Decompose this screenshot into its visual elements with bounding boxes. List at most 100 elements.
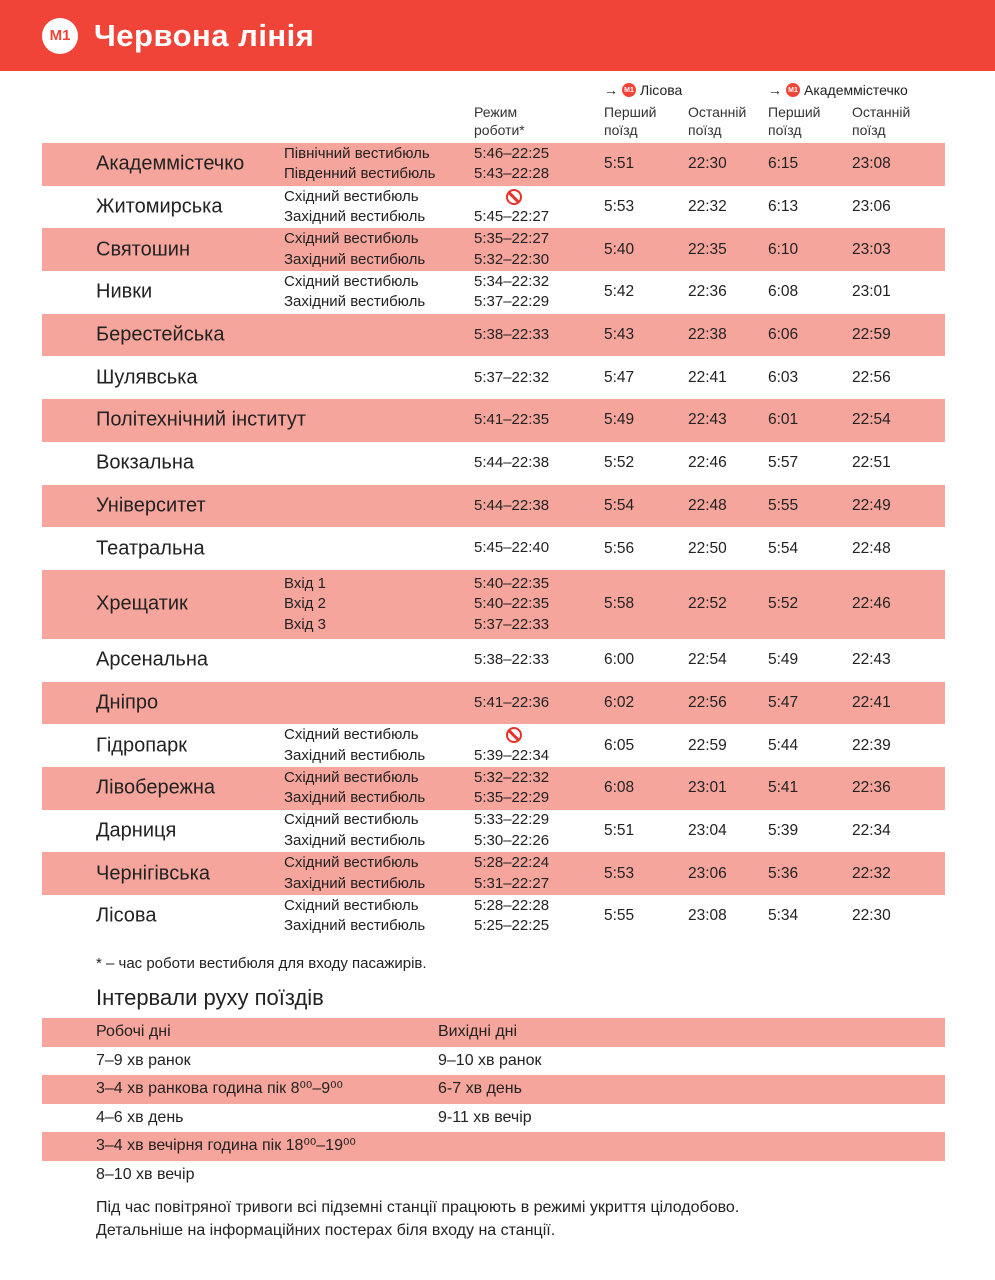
station-name: Берестейська xyxy=(96,323,225,346)
direction-akademmistechko: → M1 Академмістечко xyxy=(768,82,908,98)
weekday-interval: Робочі дні xyxy=(96,1023,171,1040)
table-row: Університет 5:44–22:38 5:54 22:48 5:55 22:49 xyxy=(42,484,945,528)
last-train-lisova: 22:50 xyxy=(688,539,727,557)
first-train-lisova: 5:55 xyxy=(604,907,635,925)
station-name: Лівобережна xyxy=(96,776,216,799)
entrance-names: Північний вестибюль Південний вестибюль xyxy=(284,144,435,185)
last-train-lisova: 22:36 xyxy=(688,283,727,301)
entrance-hours-value xyxy=(474,725,549,746)
station-name: Житомирська xyxy=(96,195,223,218)
station-name: Університет xyxy=(96,494,206,517)
last-train-lisova: 22:30 xyxy=(688,155,727,173)
last-train-lisova: 22:54 xyxy=(688,651,727,669)
last-train-akademmistechko: 22:49 xyxy=(852,496,891,514)
interval-row: 7–9 хв ранок 9–10 хв ранок xyxy=(42,1047,945,1076)
entrance-hours-value: 5:33–22:29 xyxy=(474,811,550,829)
entrance-hours: 5:32–22:32 5:35–22:29 xyxy=(474,768,549,809)
station-name: Гідропарк xyxy=(96,734,188,757)
first-train-akademmistechko: 6:06 xyxy=(768,326,799,344)
entrance-hours: 5:45–22:27 xyxy=(474,187,549,228)
entrance-hours-value: 5:37–22:32 xyxy=(474,368,550,386)
table-row: Політехнічний інститут 5:41–22:35 5:49 22:4… xyxy=(42,399,945,442)
arrow-right-icon: → xyxy=(768,82,782,98)
last-train-akademmistechko: 22:34 xyxy=(852,821,891,839)
entrance-hours: 5:34–22:32 5:37–22:29 xyxy=(474,272,549,313)
footer-text: Під час повітряної тривоги всі підземні … xyxy=(96,1196,739,1242)
col-regime: Режим роботи* xyxy=(474,104,525,138)
entrance-hours-value: 5:35–22:29 xyxy=(474,789,550,807)
table-row: Нивки Східний вестибюль Західний вестибюль… xyxy=(42,271,945,314)
interval-row: 8–10 хв вечір xyxy=(42,1161,945,1190)
first-train-akademmistechko: 5:47 xyxy=(768,693,799,711)
first-train-lisova: 5:53 xyxy=(604,198,635,216)
entrance-hours-value: 5:45–22:27 xyxy=(474,208,550,226)
table-row: Гідропарк Східний вестибюль Західний вести… xyxy=(42,724,945,767)
entrance-name: Вхід 3 xyxy=(284,615,326,633)
entrance-hours: 5:39–22:34 xyxy=(474,725,549,766)
entrance-names: Східний вестибюль Західний вестибюль xyxy=(284,725,425,766)
entrance-name: Західний вестибюль xyxy=(284,789,426,807)
last-train-lisova: 22:43 xyxy=(688,411,727,429)
arrow-right-icon: → xyxy=(604,82,618,98)
intervals-title: Інтервали руху поїздів xyxy=(96,985,324,1010)
entrance-name: Східний вестибюль xyxy=(284,230,419,248)
closed-icon xyxy=(506,188,522,205)
station-name: Дарниця xyxy=(96,819,177,842)
entrance-hours-value: 5:38–22:33 xyxy=(474,325,550,343)
metro-line-logo: M1 xyxy=(42,17,78,54)
first-train-akademmistechko: 6:15 xyxy=(768,155,799,173)
station-name: Вокзальна xyxy=(96,451,194,474)
entrance-hours: 5:44–22:38 xyxy=(474,496,549,517)
first-train-lisova: 5:52 xyxy=(604,454,635,472)
first-train-lisova: 5:54 xyxy=(604,496,635,514)
weekend-interval: 9-11 хв вечір xyxy=(438,1108,532,1126)
schedule-table: Академмістечко Північний вестибюль Південн… xyxy=(42,143,945,938)
first-train-akademmistechko: 6:10 xyxy=(768,240,799,258)
first-train-lisova: 5:53 xyxy=(604,864,635,882)
station-name: Чернігівська xyxy=(96,862,210,885)
last-train-lisova: 22:41 xyxy=(688,368,727,386)
station-name: Театральна xyxy=(96,537,205,560)
table-row: Хрещатик Вхід 1 Вхід 2 Вхід 3 5:40–22:35 5:40… xyxy=(42,569,945,639)
footer-line: Детальніше на інформаційних постерах біл… xyxy=(96,1222,556,1239)
entrance-name: Східний вестибюль xyxy=(284,854,419,872)
table-row: Святошин Східний вестибюль Західний вестиб… xyxy=(42,228,945,272)
intervals-table: Робочі дні Вихідні дні 7–9 хв ранок 9–10 хв… xyxy=(42,1018,945,1190)
table-row: Житомирська Східний вестибюль Західний вес… xyxy=(42,186,945,229)
weekend-interval: Вихідні дні xyxy=(438,1023,518,1040)
entrance-hours: 5:41–22:35 xyxy=(474,410,549,431)
first-train-lisova: 5:56 xyxy=(604,539,635,557)
entrance-hours-value: 5:28–22:28 xyxy=(474,896,550,914)
table-row: Берестейська 5:38–22:33 5:43 22:38 6:06 22:59 xyxy=(42,313,945,357)
first-train-akademmistechko: 5:36 xyxy=(768,864,799,882)
entrance-hours: 5:28–22:24 5:31–22:27 xyxy=(474,853,549,894)
entrance-name: Західний вестибюль xyxy=(284,746,426,764)
table-row: Лівобережна Східний вестибюль Західний вес… xyxy=(42,766,945,810)
last-train-lisova: 22:48 xyxy=(688,496,727,514)
entrance-hours-value: 5:45–22:40 xyxy=(474,539,550,557)
station-name: Хрещатик xyxy=(96,592,188,615)
entrance-hours-value: 5:44–22:38 xyxy=(474,496,550,514)
entrance-name: Західний вестибюль xyxy=(284,874,426,892)
entrance-name: Східний вестибюль xyxy=(284,811,419,829)
entrance-hours: 5:33–22:29 5:30–22:26 xyxy=(474,810,549,851)
entrance-name: Західний вестибюль xyxy=(284,293,426,311)
station-name: Дніпро xyxy=(96,691,159,714)
direction-label: Академмістечко xyxy=(804,82,908,98)
first-train-akademmistechko: 6:08 xyxy=(768,283,799,301)
table-row: Академмістечко Північний вестибюль Південн… xyxy=(42,143,945,186)
page-title: Червона лінія xyxy=(94,17,315,53)
direction-lisova: → M1 Лісова xyxy=(604,82,682,98)
col-last-1: Останній поїзд xyxy=(688,104,747,138)
entrance-hours-value: 5:30–22:26 xyxy=(474,831,550,849)
entrance-hours: 5:28–22:28 5:25–22:25 xyxy=(474,896,549,937)
entrance-hours-value: 5:37–22:29 xyxy=(474,293,550,311)
entrance-hours: 5:35–22:27 5:32–22:30 xyxy=(474,229,549,270)
entrance-hours-value: 5:40–22:35 xyxy=(474,595,550,613)
entrance-hours-value: 5:31–22:27 xyxy=(474,874,550,892)
last-train-lisova: 22:59 xyxy=(688,736,727,754)
entrance-name: Східний вестибюль xyxy=(284,768,419,786)
last-train-akademmistechko: 22:46 xyxy=(852,595,891,613)
first-train-lisova: 6:05 xyxy=(604,736,635,754)
first-train-lisova: 5:42 xyxy=(604,283,635,301)
